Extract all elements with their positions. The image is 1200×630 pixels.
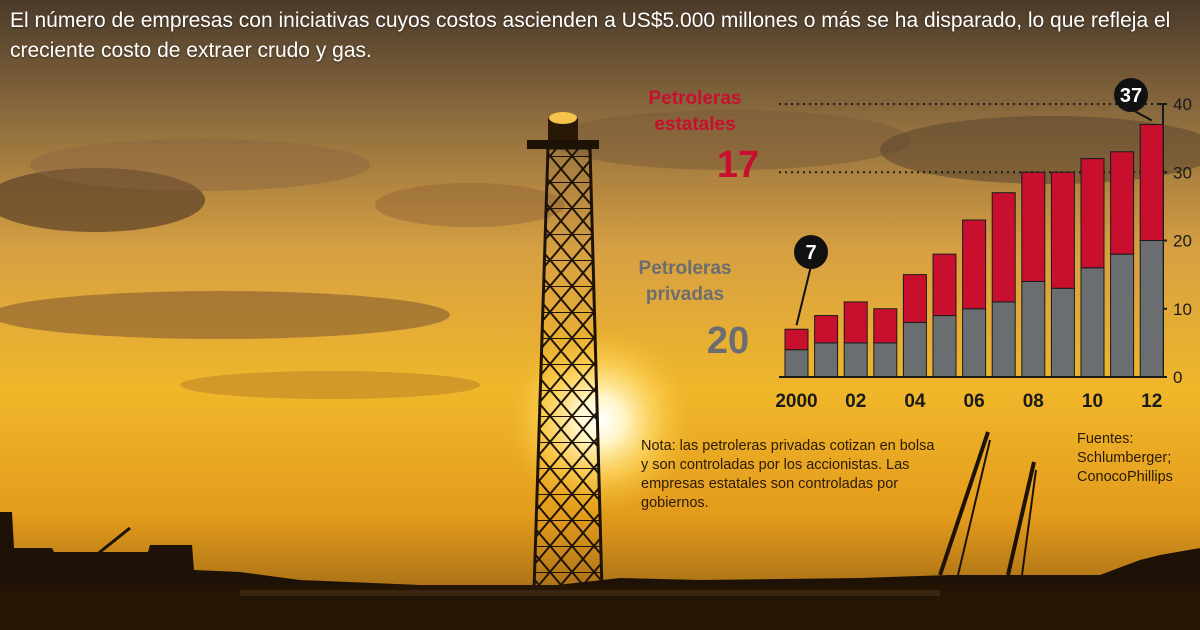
bar-private-2007 bbox=[991, 301, 1016, 378]
y-tick-label-10: 10 bbox=[1173, 300, 1192, 319]
bar-private-2010 bbox=[1080, 267, 1105, 378]
bar-state-2007 bbox=[991, 192, 1016, 303]
x-tick-label-12: 12 bbox=[1141, 391, 1162, 412]
bar-state-2009 bbox=[1050, 171, 1075, 289]
y-tick-label-30: 30 bbox=[1173, 163, 1192, 182]
bar-private-2005 bbox=[932, 315, 957, 378]
bar-private-2011 bbox=[1110, 253, 1135, 378]
callout-2012-value: 37 bbox=[1120, 85, 1142, 107]
x-tick-label-08: 08 bbox=[1023, 391, 1044, 412]
bar-private-2000 bbox=[784, 349, 809, 378]
x-tick-label-06: 06 bbox=[964, 391, 985, 412]
sources-text: Fuentes: Schlumberger; ConocoPhillips bbox=[1077, 431, 1173, 485]
bar-private-2001 bbox=[814, 342, 839, 378]
bar-private-2006 bbox=[962, 308, 987, 378]
bar-state-2000 bbox=[784, 328, 809, 351]
bar-private-2008 bbox=[1021, 280, 1046, 378]
headline: El número de empresas con iniciativas cu… bbox=[10, 9, 1171, 62]
bar-state-2006 bbox=[962, 219, 987, 310]
bar-state-2010 bbox=[1080, 158, 1105, 269]
bar-private-2002 bbox=[843, 342, 868, 378]
bar-state-2012 bbox=[1139, 123, 1164, 241]
x-tick-label-10: 10 bbox=[1082, 391, 1103, 412]
state-companies-value: 17 bbox=[716, 144, 760, 186]
bar-state-2005 bbox=[932, 253, 957, 317]
x-tick-label-04: 04 bbox=[904, 391, 926, 412]
note-text: Nota: las petroleras privadas cotizan en… bbox=[641, 438, 935, 511]
callout-2000-pointer bbox=[795, 265, 812, 326]
callout-2012-bubble bbox=[1114, 78, 1148, 112]
bar-state-2004 bbox=[902, 274, 927, 323]
bar-state-2011 bbox=[1110, 151, 1135, 255]
bar-state-2003 bbox=[873, 308, 898, 344]
callout-2000-value: 7 bbox=[805, 242, 816, 264]
bar-private-2009 bbox=[1050, 287, 1075, 378]
callout-2000-bubble bbox=[794, 235, 828, 269]
state-companies-label: Petroleras estatales bbox=[648, 88, 742, 135]
stacked-bar-chart: 0 10 20 30 40 2000 02 04 06 08 10 12 7 37 bbox=[775, 78, 1192, 412]
bar-state-2008 bbox=[1021, 171, 1046, 282]
x-tick-label-2000: 2000 bbox=[775, 391, 817, 412]
private-companies-label: Petroleras privadas bbox=[638, 258, 732, 305]
bar-state-2002 bbox=[843, 301, 868, 344]
x-tick-label-02: 02 bbox=[845, 391, 866, 412]
bar-private-2003 bbox=[873, 342, 898, 378]
y-tick-label-40: 40 bbox=[1173, 95, 1192, 114]
bar-private-2012 bbox=[1139, 240, 1164, 378]
private-companies-value: 20 bbox=[706, 320, 750, 362]
bar-state-2001 bbox=[814, 315, 839, 344]
bar-private-2004 bbox=[902, 321, 927, 378]
y-tick-label-20: 20 bbox=[1173, 232, 1192, 251]
y-tick-label-0: 0 bbox=[1173, 368, 1182, 387]
